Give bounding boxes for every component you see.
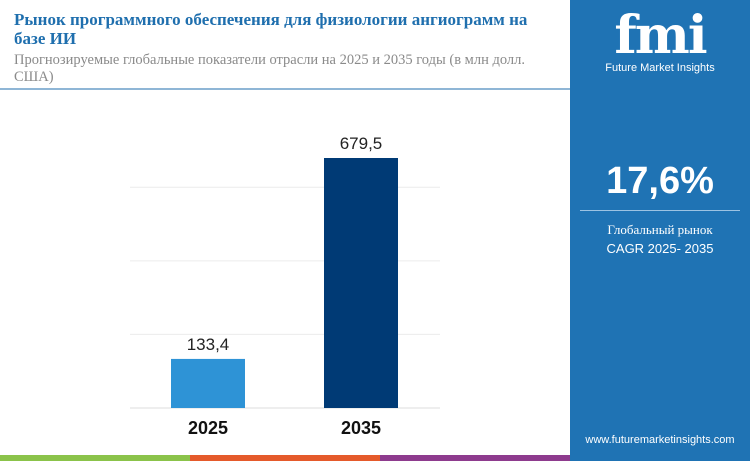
fmi-logo: fmi Future Market Insights	[570, 5, 750, 75]
bar-2025	[171, 358, 245, 408]
logo-caption: Future Market Insights	[605, 62, 715, 74]
footer-stripe-purple	[380, 455, 570, 461]
bar-2035	[324, 158, 398, 408]
data-label: 133,4	[187, 335, 230, 354]
cagr-label-line1: Глобальный рынок	[607, 222, 713, 237]
chart-subtitle: Прогнозируемые глобальные показатели отр…	[14, 52, 526, 85]
data-label: 679,5	[340, 134, 383, 153]
footer-stripe-green	[0, 455, 190, 461]
header-divider	[0, 88, 570, 90]
x-tick-label: 2035	[341, 418, 381, 438]
cagr-value: 17,6%	[606, 160, 714, 202]
x-tick-label: 2025	[188, 418, 228, 438]
cagr-label: Глобальный рынок CAGR 2025- 2035	[570, 220, 750, 258]
chart-title: Рынок программного обеспечения для физио…	[14, 10, 528, 48]
cagr-label-line2: CAGR 2025- 2035	[606, 241, 714, 256]
website-link[interactable]: www.futuremarketinsights.com	[585, 434, 735, 446]
footer-stripe-orange	[190, 455, 380, 461]
logo-text: fmi	[614, 5, 707, 66]
sidebar-panel: fmi Future Market Insights 17,6% Глобаль…	[570, 0, 750, 461]
cagr-divider	[580, 210, 740, 211]
bar-chart: 133,4 2025 679,5 2035	[130, 134, 440, 438]
